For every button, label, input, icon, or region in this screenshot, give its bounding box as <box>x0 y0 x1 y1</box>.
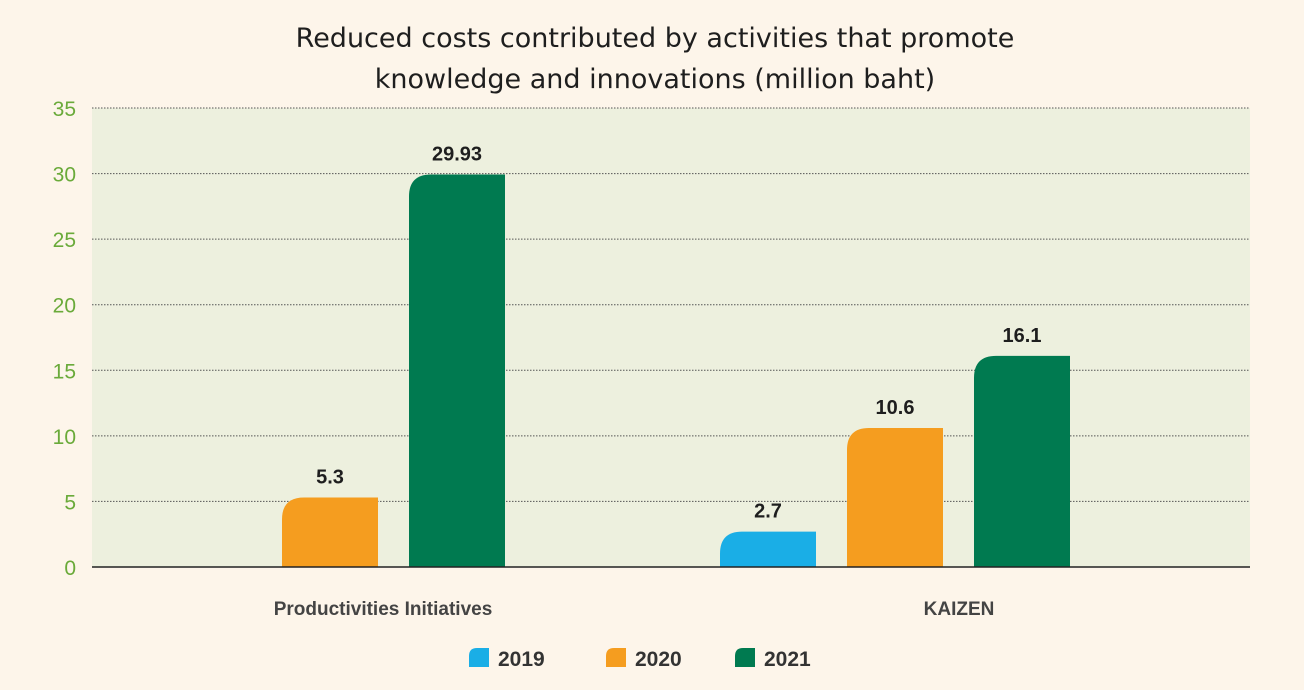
y-tick-label: 15 <box>53 360 76 383</box>
data-label: 10.6 <box>876 397 915 419</box>
legend-swatch-2021 <box>735 648 755 667</box>
bar-2021-0 <box>409 174 505 567</box>
chart-title-line-1: Reduced costs contributed by activities … <box>296 23 1015 54</box>
y-tick-label: 20 <box>53 295 76 318</box>
y-tick-label: 35 <box>53 98 76 121</box>
data-label: 29.93 <box>432 143 482 165</box>
data-label: 16.1 <box>1003 325 1042 347</box>
chart-title-line-2: knowledge and innovations (million baht) <box>375 64 935 95</box>
x-tick-label: Productivities Initiatives <box>274 599 493 620</box>
bar-2021-1 <box>974 355 1070 567</box>
bar-2019-1 <box>720 531 816 567</box>
legend: 2019 2020 2021 <box>469 648 811 671</box>
y-tick-label: 25 <box>53 229 76 252</box>
legend-swatch-2019 <box>469 648 489 667</box>
data-label: 5.3 <box>316 466 344 488</box>
legend-label-2020: 2020 <box>635 648 682 671</box>
y-tick-label: 0 <box>64 557 76 580</box>
legend-label-2021: 2021 <box>764 648 811 671</box>
x-tick-label: KAIZEN <box>924 599 995 620</box>
y-tick-label: 10 <box>53 426 76 449</box>
plot-area <box>92 108 1250 567</box>
data-label: 2.7 <box>754 501 782 523</box>
x-axis-ticks: Productivities Initiatives KAIZEN <box>274 599 995 620</box>
bar-2020-1 <box>847 427 943 567</box>
y-tick-label: 5 <box>64 491 76 514</box>
y-axis-ticks: 0 5 10 15 20 25 30 35 <box>53 98 76 580</box>
bars <box>282 174 1070 567</box>
legend-swatch-2020 <box>606 648 626 667</box>
bar-2020-0 <box>282 497 378 567</box>
legend-label-2019: 2019 <box>498 648 545 671</box>
data-labels: 2.7 5.3 10.6 29.93 16.1 <box>316 143 1041 522</box>
y-tick-label: 30 <box>53 164 76 187</box>
gridlines <box>92 107 1250 502</box>
